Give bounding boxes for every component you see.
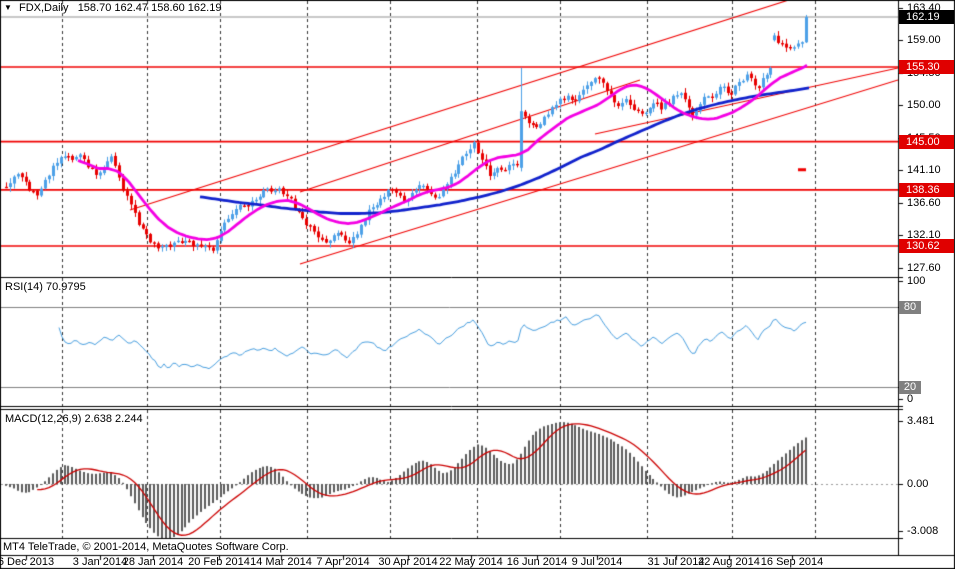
date-label: 14 Mar 2014 [250, 556, 312, 568]
price-badge: 145.00 [899, 134, 954, 149]
macd-tick-label: -3.008 [907, 525, 939, 537]
price-badge: 130.62 [899, 238, 954, 253]
date-label: 16 Jun 2014 [506, 556, 568, 568]
date-label: 28 Jan 2014 [122, 556, 184, 568]
date-label: 6 Dec 2013 [0, 556, 55, 568]
price-tick-label: 159.00 [907, 34, 941, 47]
price-badge: 162.19 [899, 9, 954, 24]
chart-title: ▼ FDX,Daily 158.70 162.47 158.60 162.19 [4, 2, 221, 14]
price-badge: 155.30 [899, 59, 954, 74]
date-label: 22 May 2014 [439, 556, 503, 568]
price-tick-label: 127.60 [907, 261, 941, 274]
price-tick-label: 141.10 [907, 163, 941, 176]
symbol-dropdown-icon[interactable]: ▼ [4, 3, 12, 12]
rsi-axis[interactable]: 100 80 20 0 [899, 275, 955, 406]
symbol-period-label: FDX,Daily [18, 2, 69, 14]
macd-indicator-label: MACD(12,26,9) 2.638 2.244 [5, 413, 143, 425]
date-label: 7 Apr 2014 [316, 556, 370, 568]
time-axis[interactable]: 6 Dec 2013 3 Jan 2014 28 Jan 2014 20 Feb 20… [0, 556, 898, 569]
price-badge: 138.36 [899, 182, 954, 197]
date-label: 22 Aug 2014 [698, 556, 760, 568]
price-axis[interactable]: 163.40159.00154.50150.00145.50141.10136.… [899, 0, 955, 277]
rsi-level-badge: 20 [899, 381, 921, 394]
platform-copyright: MT4 TeleTrade, © 2001-2014, MetaQuotes S… [3, 541, 289, 553]
date-label: 9 Jul 2014 [571, 556, 623, 568]
rsi-tick-label: 100 [907, 275, 926, 287]
date-label: 20 Feb 2014 [188, 556, 250, 568]
macd-tick-label: 0.00 [907, 478, 929, 490]
rsi-level-badge: 80 [899, 301, 921, 314]
date-label: 3 Jan 2014 [72, 556, 128, 568]
date-label: 31 Jul 2014 [647, 556, 705, 568]
date-label: 30 Apr 2014 [378, 556, 438, 568]
price-tick-label: 136.60 [907, 196, 941, 209]
macd-tick-label: 3.481 [907, 415, 935, 427]
price-tick-label: 150.00 [907, 99, 941, 112]
rsi-tick-label: 0 [907, 393, 914, 405]
macd-axis[interactable]: 3.481 0.00 -3.008 [899, 410, 955, 540]
rsi-indicator-label: RSI(14) 70.9795 [5, 281, 86, 293]
price-tick-label: 132.10 [907, 229, 941, 242]
date-label: 16 Sep 2014 [760, 556, 824, 568]
ohlc-values: 158.70 162.47 158.60 162.19 [77, 2, 222, 14]
